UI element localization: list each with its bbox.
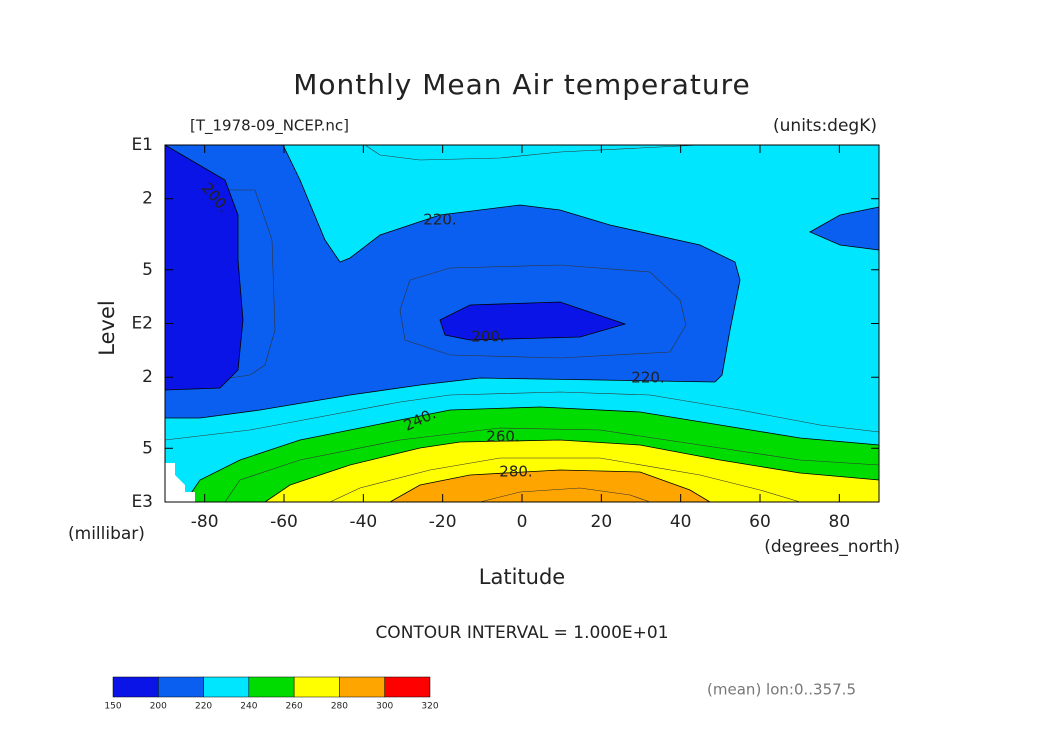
x-tick-label: -60 xyxy=(270,512,298,532)
colorbar-label: 280 xyxy=(331,702,348,712)
y-tick-label: 5 xyxy=(142,438,153,458)
colorbar-box xyxy=(158,676,204,698)
y-tick-label: E1 xyxy=(131,135,153,155)
x-tick-label: -20 xyxy=(429,512,457,532)
footnote: (mean) lon:0..357.5 xyxy=(707,681,856,699)
units: (units:degK) xyxy=(773,116,877,136)
y-tick-label: E3 xyxy=(131,492,153,512)
contour-line xyxy=(364,144,701,161)
contour-line xyxy=(205,189,276,379)
contour-line xyxy=(329,457,801,503)
missing-data xyxy=(165,463,195,502)
contour-interval: CONTOUR INTERVAL = 1.000E+01 xyxy=(375,623,668,643)
x-units: (degrees_north) xyxy=(764,537,900,557)
colorbar-label: 240 xyxy=(240,702,257,712)
colorbar-label: 300 xyxy=(376,702,393,712)
y-tick-label: 2 xyxy=(142,189,153,209)
colorbar-label: 150 xyxy=(104,702,121,712)
y-tick-label: 5 xyxy=(142,260,153,280)
colorbar-box xyxy=(384,676,431,698)
colorbar-box xyxy=(293,676,340,698)
contour-region xyxy=(388,469,712,503)
colorbar-label: 320 xyxy=(421,702,438,712)
x-tick-label: -80 xyxy=(191,512,219,532)
colorbar-label: 220 xyxy=(195,702,212,712)
x-tick-label: 80 xyxy=(829,512,851,532)
x-tick-label: 0 xyxy=(517,512,528,532)
contour-line xyxy=(479,487,651,503)
contour-label: 200. xyxy=(471,328,504,346)
y-units: (millibar) xyxy=(68,524,145,544)
colorbar-box xyxy=(248,676,295,698)
contour-label: 220. xyxy=(631,369,664,387)
x-tick-label: -40 xyxy=(349,512,377,532)
contour-region xyxy=(164,144,741,419)
chart-title: Monthly Mean Air temperature xyxy=(293,68,751,101)
contour-line xyxy=(224,427,880,503)
contour-label: 220. xyxy=(423,211,456,229)
contour-label: 280. xyxy=(499,463,532,481)
colorbar-label: 260 xyxy=(286,702,303,712)
y-tick-label: E2 xyxy=(131,314,153,334)
colorbar-box xyxy=(339,676,385,698)
y-axis-label: Level xyxy=(95,300,119,355)
contour-region xyxy=(164,144,244,391)
contour-line xyxy=(164,391,880,441)
contour-region xyxy=(439,301,627,341)
colorbar-label: 200 xyxy=(150,702,167,712)
y-tick-label: 2 xyxy=(142,367,153,387)
subtitle: [T_1978-09_NCEP.nc] xyxy=(190,117,349,136)
x-axis-label: Latitude xyxy=(479,565,565,589)
colorbar-box xyxy=(203,676,250,698)
x-tick-label: 40 xyxy=(670,512,692,532)
contour-label: 260. xyxy=(486,428,519,446)
x-tick-label: 60 xyxy=(749,512,771,532)
contour-line xyxy=(399,264,687,359)
x-tick-label: 20 xyxy=(591,512,613,532)
colorbar-box xyxy=(112,676,159,698)
